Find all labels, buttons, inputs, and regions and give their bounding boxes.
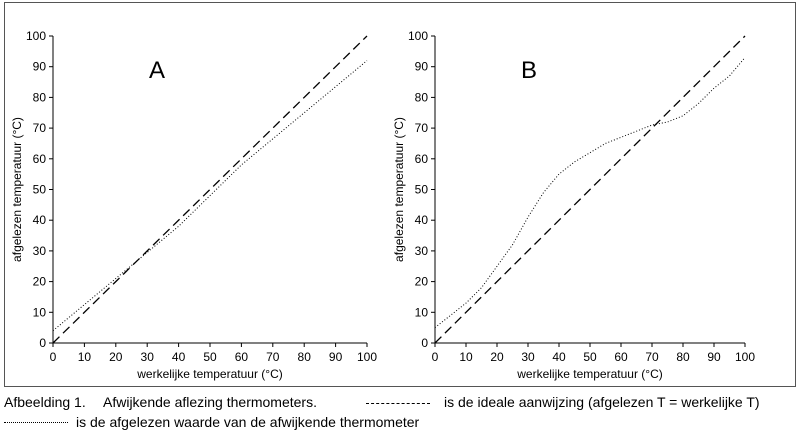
- x-tick-label-a-40: 40: [172, 350, 186, 364]
- figure-caption: Afbeelding 1. Afwijkende aflezing thermo…: [4, 393, 800, 433]
- x-tick-label-b-100: 100: [735, 350, 755, 364]
- series-dashed-a: [52, 35, 368, 344]
- x-tick-label-a-90: 90: [329, 350, 343, 364]
- y-tick-label-a-20: 20: [33, 275, 47, 289]
- x-tick-label-a-30: 30: [141, 350, 155, 364]
- y-tick-label-b-0: 0: [421, 336, 428, 350]
- y-tick-label-a-0: 0: [39, 336, 46, 350]
- caption-label: Afbeelding 1.: [4, 394, 86, 410]
- caption-line-2: is de afgelezen waarde van de afwijkende…: [4, 413, 800, 433]
- x-tick-label-a-20: 20: [109, 350, 123, 364]
- y-tick-label-b-40: 40: [415, 213, 429, 227]
- y-tick-label-b-100: 100: [408, 29, 428, 43]
- legend-dashed-text: is de ideale aanwijzing (afgelezen T = w…: [444, 394, 760, 410]
- y-tick-label-a-50: 50: [33, 183, 47, 197]
- y-tick-label-b-60: 60: [415, 152, 429, 166]
- y-axis-label-b: afgelezen temperatuur (°C): [392, 117, 406, 262]
- legend-dotted-text: is de afgelezen waarde van de afwijkende…: [76, 414, 420, 430]
- panel-label-b: B: [521, 57, 537, 84]
- x-tick-label-b-90: 90: [707, 350, 721, 364]
- x-tick-label-b-20: 20: [490, 350, 504, 364]
- legend-dashed-swatch: [366, 403, 430, 404]
- y-tick-label-a-80: 80: [33, 90, 47, 104]
- x-tick-label-b-60: 60: [614, 350, 628, 364]
- y-tick-label-b-70: 70: [415, 121, 429, 135]
- series-dotted-b: [434, 57, 746, 328]
- x-tick-label-a-0: 0: [50, 350, 57, 364]
- x-tick-label-b-10: 10: [459, 350, 473, 364]
- x-tick-label-b-0: 0: [432, 350, 439, 364]
- x-tick-label-a-10: 10: [78, 350, 92, 364]
- x-tick-label-b-30: 30: [521, 350, 535, 364]
- caption-title: Afwijkende aflezing thermometers.: [103, 394, 317, 410]
- y-tick-label-b-20: 20: [415, 275, 429, 289]
- y-tick-label-a-40: 40: [33, 213, 47, 227]
- y-axis-label-a: afgelezen temperatuur (°C): [10, 117, 24, 262]
- chart-panel-b: 0 10 20 30 40 50 60 70 80 90 100 0 10 20 30 40 50 60 70 80 9…: [392, 29, 755, 381]
- y-tick-label-b-10: 10: [415, 305, 429, 319]
- x-axis-label-b: werkelijke temperatuur (°C): [516, 367, 663, 381]
- x-tick-label-a-70: 70: [266, 350, 280, 364]
- x-tick-label-b-70: 70: [645, 350, 659, 364]
- y-tick-label-b-80: 80: [415, 90, 429, 104]
- figure-frame: [4, 2, 796, 387]
- y-tick-label-a-90: 90: [33, 60, 47, 74]
- y-tick-label-b-90: 90: [415, 60, 429, 74]
- x-tick-label-b-40: 40: [552, 350, 566, 364]
- x-tick-label-a-80: 80: [298, 350, 312, 364]
- legend-dotted-swatch: [4, 422, 68, 423]
- series-dotted-a: [52, 60, 368, 332]
- y-tick-label-a-100: 100: [26, 29, 46, 43]
- series-dashed-b: [434, 35, 746, 344]
- x-tick-label-b-50: 50: [583, 350, 597, 364]
- y-tick-label-b-30: 30: [415, 244, 429, 258]
- x-tick-label-b-80: 80: [676, 350, 690, 364]
- y-tick-label-a-10: 10: [33, 305, 47, 319]
- x-axis-label-a: werkelijke temperatuur (°C): [136, 367, 283, 381]
- x-tick-label-a-60: 60: [235, 350, 249, 364]
- x-tick-label-a-100: 100: [357, 350, 377, 364]
- y-tick-label-a-60: 60: [33, 152, 47, 166]
- chart-panel-a: 0 10 20 30 40 50 60 70 80 90 100 0 10 20 30 40 50 60 70 80 9…: [10, 29, 377, 381]
- x-tick-label-a-50: 50: [203, 350, 217, 364]
- y-tick-label-b-50: 50: [415, 183, 429, 197]
- caption-line-1: Afbeelding 1. Afwijkende aflezing thermo…: [4, 393, 800, 413]
- y-tick-label-a-30: 30: [33, 244, 47, 258]
- panel-label-a: A: [149, 57, 165, 84]
- y-tick-label-a-70: 70: [33, 121, 47, 135]
